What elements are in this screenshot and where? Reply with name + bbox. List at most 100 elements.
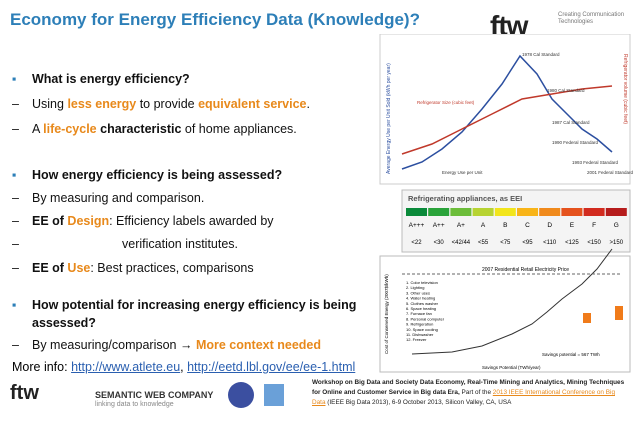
eei-swatch bbox=[450, 208, 472, 216]
bullet: – EE of Use: Best practices, comparisons bbox=[12, 259, 372, 277]
bullet-marker: ▪ bbox=[12, 72, 17, 86]
bullet-marker: ▪ bbox=[12, 168, 17, 182]
bullet: – EE of Design: Efficiency labels awarded… bbox=[12, 212, 372, 230]
text-run: By measuring/comparison bbox=[32, 338, 180, 352]
bullet-marker: – bbox=[12, 214, 19, 228]
text-run: How potential for increasing energy effi… bbox=[32, 298, 357, 330]
highlight bbox=[583, 313, 591, 323]
figure-label: 10. Space cooling bbox=[406, 327, 438, 332]
figure-label: <55 bbox=[478, 240, 489, 246]
fridge-frame bbox=[379, 34, 631, 185]
footer-text: Workshop on Big Data and Society Data Ec… bbox=[312, 378, 630, 408]
bullet: ▪ How potential for increasing energy eff… bbox=[12, 296, 372, 332]
bullet-marker: – bbox=[12, 237, 19, 251]
text-run: (IEEE Big Data 2013), 6-9 October 2013, … bbox=[325, 399, 512, 406]
bullet-marker: – bbox=[12, 191, 19, 205]
bullet-marker: – bbox=[12, 261, 19, 275]
bullet: ▪ What is energy efficiency? bbox=[12, 70, 372, 88]
figures: Average Energy Use per Unit Sold (kWh pe… bbox=[379, 34, 634, 373]
bullet-marker: – bbox=[12, 338, 19, 352]
figure-label: Savings potential = 567 TWh bbox=[542, 352, 600, 357]
figure-label: <125 bbox=[565, 240, 579, 246]
figure-label: 2001 Federal Standard bbox=[587, 170, 634, 175]
text-run: , bbox=[180, 360, 188, 374]
bullet-marker: – bbox=[12, 122, 19, 136]
text-run: : Best practices, comparisons bbox=[90, 261, 254, 275]
figure-label: D bbox=[547, 222, 552, 229]
figure-label: <110 bbox=[543, 240, 557, 246]
text-run: to provide bbox=[136, 97, 199, 111]
footer-logo: linking data to knowledge bbox=[95, 401, 174, 408]
bullet-marker: – bbox=[12, 97, 19, 111]
text-run: less energy bbox=[67, 97, 137, 111]
figure-label: A bbox=[481, 222, 486, 229]
link[interactable]: http://eetd.lbl.gov/ee/ee-1.html bbox=[187, 360, 356, 374]
text-run: : Efficiency labels awarded by bbox=[109, 214, 274, 228]
eei-swatch bbox=[406, 208, 427, 216]
figure-label: 12. Freezer bbox=[406, 337, 427, 342]
bullet: – By measuring/comparison → More context … bbox=[12, 336, 372, 354]
figure-label: 8. Personal computer bbox=[406, 316, 445, 321]
figure-label: 1980 Cal Standard bbox=[547, 88, 585, 93]
text-run: characteristic bbox=[96, 122, 182, 136]
figure-label: F bbox=[592, 222, 596, 229]
logo-icon bbox=[264, 384, 284, 406]
figure-label: 6. Space heating bbox=[406, 306, 436, 311]
footer-logo: ftw bbox=[10, 382, 39, 404]
figure-label: 1993 Federal Standard bbox=[572, 160, 619, 165]
bullet: – verification institutes. bbox=[12, 235, 372, 253]
figure-label: B bbox=[503, 222, 507, 229]
logo-tagline: Creating Communication Technologies bbox=[558, 12, 625, 25]
figure-label: 1990 Federal Standard bbox=[552, 140, 599, 145]
figure-label: 1978 Cal Standard bbox=[522, 52, 560, 57]
text-run: verification institutes. bbox=[122, 237, 239, 251]
figure-label: Energy Use per Unit bbox=[442, 170, 483, 175]
text-run: Design bbox=[67, 214, 110, 228]
figure-label: 1987 Cal Standard bbox=[552, 120, 590, 125]
figure-label: A+++ bbox=[409, 222, 425, 229]
bullet-marker: ▪ bbox=[12, 298, 17, 312]
link[interactable]: http://www.atlete.eu bbox=[71, 360, 181, 374]
eei-swatch bbox=[428, 208, 450, 216]
text-run: EE of bbox=[32, 214, 68, 228]
figure-label: 7. Furnace fan bbox=[406, 311, 432, 316]
figure-label: 11. Dishwasher bbox=[406, 332, 434, 337]
text-run: More context needed bbox=[195, 338, 321, 352]
bullet: ▪ How energy efficiency is being assessed… bbox=[12, 166, 372, 184]
figure-label: 9. Refrigeration bbox=[406, 322, 433, 327]
text-run: What is energy efficiency? bbox=[32, 72, 190, 86]
highlight bbox=[615, 306, 623, 320]
eei-swatch bbox=[494, 208, 516, 216]
eei-frame bbox=[401, 189, 631, 253]
figure-label: C bbox=[525, 222, 530, 229]
figure-label: <22 bbox=[411, 240, 422, 246]
figure-label: <30 bbox=[434, 240, 445, 246]
link[interactable]: 2013 IEEE International Conference on Bi… bbox=[312, 389, 615, 406]
figure-label: <42/44 bbox=[452, 240, 471, 246]
text-run: of home appliances. bbox=[181, 122, 297, 136]
figure-label: Refrigerator volume (cubic feet) bbox=[622, 54, 628, 124]
figure-label: >150 bbox=[610, 240, 624, 246]
bullet: – By measuring and comparison. bbox=[12, 189, 372, 207]
text-run: → bbox=[179, 338, 196, 352]
figure-label: G bbox=[614, 222, 619, 229]
logo: ftw Creating Communication Technologies bbox=[490, 6, 630, 41]
figure-label: <75 bbox=[500, 240, 511, 246]
figure-label: 4. Water heating bbox=[406, 296, 435, 301]
eei-swatch bbox=[539, 208, 561, 216]
text-run: Using bbox=[32, 97, 68, 111]
figure-label: 2007 Residential Retail Electricity Pric… bbox=[482, 267, 569, 273]
figure-label: 3. Other uses bbox=[406, 290, 430, 295]
figure-label: Refrigerator Size (cubic feet) bbox=[417, 100, 475, 105]
figure-label: 2. Lighting bbox=[406, 285, 424, 290]
seal bbox=[228, 382, 254, 408]
bullet: – Using less energy to provide equivalent… bbox=[12, 95, 372, 113]
footer-logo: SEMANTIC WEB COMPANY bbox=[95, 390, 214, 400]
figure-label: A+ bbox=[457, 222, 465, 229]
figure-label: <95 bbox=[522, 240, 533, 246]
energy-curve bbox=[401, 54, 613, 170]
text-run: How energy efficiency is being assessed? bbox=[32, 168, 283, 182]
text-run: EE of bbox=[32, 261, 68, 275]
text-run: . bbox=[306, 97, 310, 111]
